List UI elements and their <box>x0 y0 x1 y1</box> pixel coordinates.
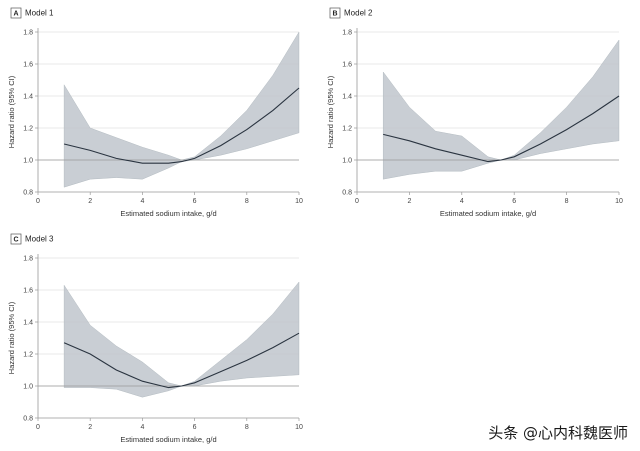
panel-badge <box>329 7 341 19</box>
y-tick-label: 1.2 <box>23 352 33 359</box>
y-tick-label: 1.8 <box>342 30 352 37</box>
y-axis-label: Hazard ratio (95% CI) <box>7 75 16 148</box>
confidence-band <box>63 31 300 188</box>
panel-letter: B <box>332 11 337 18</box>
panel-c: 0.8 1.0 1.2 1.4 1.6 1.8 0 2 4 6 8 10 Estimated sodiu… <box>7 233 303 444</box>
hazard-ratio-line <box>63 87 300 164</box>
y-axis-label: Hazard ratio (95% CI) <box>7 301 16 374</box>
x-axis-label: Estimated sodium intake, g/d <box>120 209 216 218</box>
x-tick-label: 0 <box>355 198 359 205</box>
panel-a: 0.8 1.0 1.2 1.4 1.6 1.8 0 2 4 6 8 10 Estimated sodiu… <box>7 7 303 218</box>
x-tick-label: 6 <box>512 198 516 205</box>
x-tick-label: 10 <box>295 198 303 205</box>
x-tick-label: 6 <box>193 424 197 431</box>
x-tick-label: 0 <box>36 424 40 431</box>
y-tick-label: 0.8 <box>342 190 352 197</box>
y-tick-label: 1.6 <box>23 288 33 295</box>
confidence-band <box>383 39 620 180</box>
hazard-ratio-line <box>63 332 300 389</box>
panel-title: Model 2 <box>344 9 373 18</box>
x-tick-label: 10 <box>295 424 303 431</box>
confidence-band <box>63 281 300 398</box>
y-tick-label: 1.6 <box>23 62 33 69</box>
y-axis-label: Hazard ratio (95% CI) <box>326 75 335 148</box>
panel-title: Model 1 <box>25 9 54 18</box>
y-tick-label: 0.8 <box>23 416 33 423</box>
y-tick-label: 1.8 <box>23 30 33 37</box>
y-tick-label: 1.0 <box>23 384 33 391</box>
x-tick-label: 4 <box>460 198 464 205</box>
x-tick-label: 2 <box>407 198 411 205</box>
y-tick-label: 1.0 <box>342 158 352 165</box>
x-tick-label: 4 <box>140 424 144 431</box>
x-axis-label: Estimated sodium intake, g/d <box>440 209 536 218</box>
x-tick-label: 8 <box>245 198 249 205</box>
y-tick-label: 1.0 <box>23 158 33 165</box>
x-tick-label: 2 <box>88 198 92 205</box>
x-tick-label: 8 <box>245 424 249 431</box>
x-tick-label: 6 <box>193 198 197 205</box>
panel-letter: A <box>13 11 18 18</box>
panel-b: 0.8 1.0 1.2 1.4 1.6 1.8 0 2 4 6 8 10 Estimated sodiu… <box>326 7 623 218</box>
panel-letter: C <box>13 237 18 244</box>
y-tick-label: 0.8 <box>23 190 33 197</box>
y-tick-label: 1.4 <box>342 94 352 101</box>
x-tick-label: 0 <box>36 198 40 205</box>
watermark: 头条 @心内科魏医师 <box>488 424 628 442</box>
panel-title: Model 3 <box>25 235 54 244</box>
y-tick-label: 1.2 <box>342 126 352 133</box>
y-tick-label: 1.2 <box>23 126 33 133</box>
hazard-ratio-line <box>383 95 620 163</box>
y-tick-label: 1.8 <box>23 256 33 263</box>
x-tick-label: 10 <box>615 198 623 205</box>
x-tick-label: 2 <box>88 424 92 431</box>
x-tick-label: 4 <box>140 198 144 205</box>
panel-badge <box>10 7 22 19</box>
panel-badge <box>10 233 22 245</box>
x-axis-label: Estimated sodium intake, g/d <box>120 435 216 444</box>
y-tick-label: 1.6 <box>342 62 352 69</box>
y-tick-label: 1.4 <box>23 320 33 327</box>
x-tick-label: 8 <box>565 198 569 205</box>
y-tick-label: 1.4 <box>23 94 33 101</box>
